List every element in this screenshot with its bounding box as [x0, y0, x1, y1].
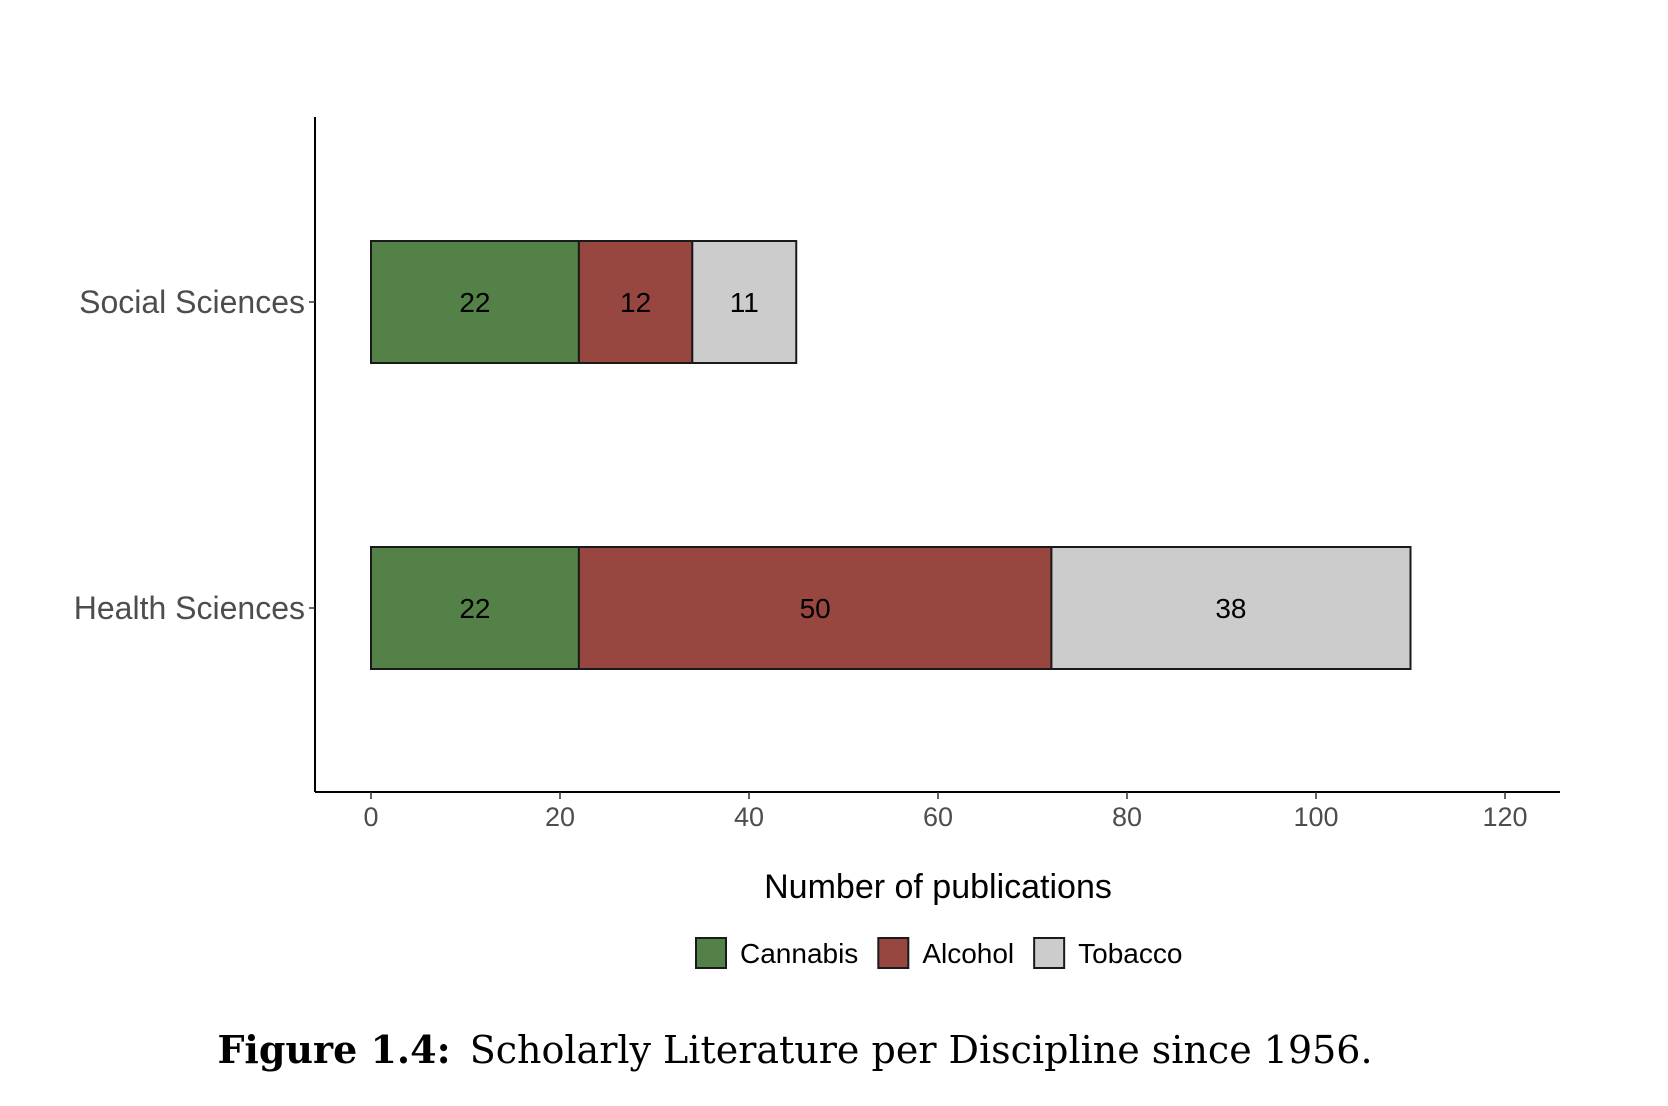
bar-value-label-social-sciences-tobacco: 11: [730, 287, 759, 318]
x-ticks-layer: 0 20 40 60 80 100 120: [363, 792, 1528, 832]
bar-value-label-health-sciences-cannabis: 22: [459, 593, 490, 624]
legend-label-cannabis: Cannabis: [740, 938, 858, 969]
legend-label-alcohol: Alcohol: [922, 938, 1014, 969]
bar-health-sciences-alcohol: [577, 546, 1053, 670]
bar-social-sciences-alcohol: [577, 240, 694, 364]
x-tick-label: 100: [1293, 802, 1338, 832]
bar-labels-layer: 22 12 11 22 50 38: [459, 287, 1246, 624]
x-tick-label: 20: [545, 802, 575, 832]
bar-social-sciences-tobacco: [691, 240, 798, 364]
bar-health-sciences-cannabis: [370, 546, 580, 670]
x-tick-label: 0: [363, 802, 378, 832]
x-tick-label: 80: [1112, 802, 1142, 832]
figure-caption-text: Scholarly Literature per Discipline sinc…: [470, 1028, 1373, 1072]
bars-layer: [370, 240, 1412, 670]
bar-health-sciences-tobacco: [1050, 546, 1412, 670]
bar-value-label-social-sciences-alcohol: 12: [620, 287, 651, 318]
bar-value-label-social-sciences-cannabis: 22: [459, 287, 490, 318]
bar-value-label-health-sciences-alcohol: 50: [800, 593, 831, 624]
legend-swatch-tobacco: [1033, 937, 1066, 969]
category-label: Social Sciences: [79, 284, 305, 320]
legend-swatch-alcohol: [877, 937, 910, 969]
x-axis-title: Number of publications: [764, 868, 1112, 906]
axes-layer: [314, 117, 1560, 793]
figure-caption: Figure 1.4: Scholarly Literature per Dis…: [217, 1027, 1372, 1072]
legend-swatch-cannabis: [695, 937, 727, 969]
x-tick-label: 120: [1482, 802, 1527, 832]
bar-value-label-health-sciences-tobacco: 38: [1215, 593, 1246, 624]
figure-caption-label: Figure 1.4:: [217, 1027, 450, 1072]
legend-label-tobacco: Tobacco: [1078, 938, 1182, 969]
x-tick-label: 40: [734, 802, 764, 832]
bar-social-sciences-cannabis: [370, 240, 580, 364]
category-label: Health Sciences: [74, 590, 305, 626]
x-tick-label: 60: [923, 802, 953, 832]
legend: Cannabis Alcohol Tobacco: [695, 937, 1182, 969]
category-labels-layer: Social Sciences Health Sciences: [74, 284, 315, 626]
